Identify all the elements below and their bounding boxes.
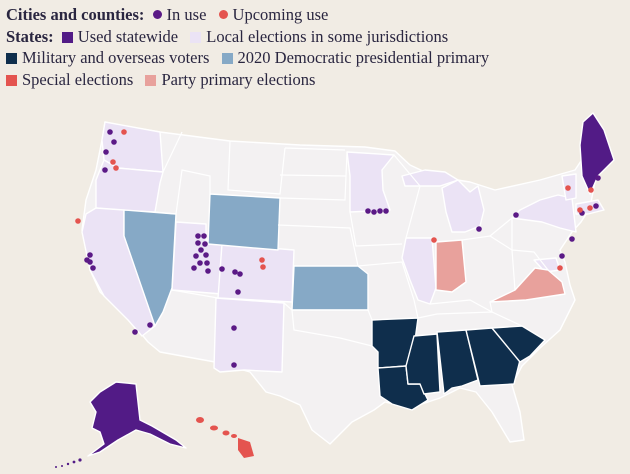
legend-states-row: States: Used statewide Local elections i… bbox=[6, 26, 497, 48]
legend-row-4: Special elections Party primary election… bbox=[6, 69, 497, 91]
legend-states-heading: States: bbox=[6, 26, 54, 46]
legend-democratic-primary: 2020 Democratic presidential primary bbox=[221, 47, 490, 69]
statewide-square-icon bbox=[61, 31, 73, 43]
local-square-icon bbox=[190, 31, 202, 43]
legend-row-3: Military and overseas voters 2020 Democr… bbox=[6, 47, 497, 69]
legend-in-use: In use bbox=[152, 4, 207, 26]
state-indiana bbox=[435, 239, 467, 293]
upcoming-dot-icon bbox=[218, 10, 228, 19]
special-square-icon bbox=[6, 74, 17, 86]
legend-label: In use bbox=[166, 5, 207, 24]
legend-upcoming-use: Upcoming use bbox=[218, 4, 329, 26]
legend-party-primary: Party primary elections bbox=[145, 69, 315, 91]
state-georgia bbox=[465, 327, 521, 387]
legend-cities-heading: Cities and counties: bbox=[6, 5, 145, 24]
state-borders bbox=[154, 131, 549, 347]
legend-special-elections: Special elections bbox=[6, 69, 133, 91]
legend-label: Military and overseas voters bbox=[22, 48, 210, 67]
state-maine bbox=[579, 112, 615, 195]
markers-upcoming bbox=[75, 129, 594, 271]
state-mississippi bbox=[405, 333, 441, 395]
map-legend: Cities and counties: In use Upcoming use… bbox=[6, 4, 497, 90]
state-minnesota bbox=[346, 151, 395, 213]
state-illinois bbox=[401, 237, 437, 305]
in-use-dot-icon bbox=[152, 10, 162, 19]
legend-label: Local elections in some jurisdictions bbox=[206, 26, 449, 46]
state-hawaii bbox=[196, 417, 254, 458]
alaska-islands bbox=[55, 458, 82, 468]
state-oregon bbox=[95, 159, 164, 213]
state-alaska bbox=[87, 381, 187, 457]
legend-local-elections: Local elections in some jurisdictions bbox=[190, 26, 448, 48]
state-michigan bbox=[441, 179, 485, 233]
state-south-carolina bbox=[491, 325, 546, 363]
legend-label: Upcoming use bbox=[232, 5, 329, 24]
state-new-mexico bbox=[213, 297, 285, 373]
legend-label: Special elections bbox=[22, 69, 134, 89]
legend-label: Party primary elections bbox=[161, 69, 316, 89]
legend-military: Military and overseas voters bbox=[6, 47, 209, 69]
party-primary-square-icon bbox=[145, 74, 157, 86]
primary-square-icon bbox=[221, 53, 233, 64]
legend-label: 2020 Democratic presidential primary bbox=[237, 48, 490, 67]
legend-used-statewide: Used statewide bbox=[61, 26, 179, 48]
legend-cities-row: Cities and counties: In use Upcoming use bbox=[6, 4, 497, 26]
state-virginia bbox=[489, 267, 566, 303]
military-square-icon bbox=[6, 53, 17, 64]
markers-in-use bbox=[84, 129, 601, 368]
state-wyoming bbox=[207, 193, 281, 251]
state-colorado bbox=[217, 243, 295, 303]
legend-label: Used statewide bbox=[77, 26, 179, 46]
state-kansas bbox=[291, 265, 369, 311]
